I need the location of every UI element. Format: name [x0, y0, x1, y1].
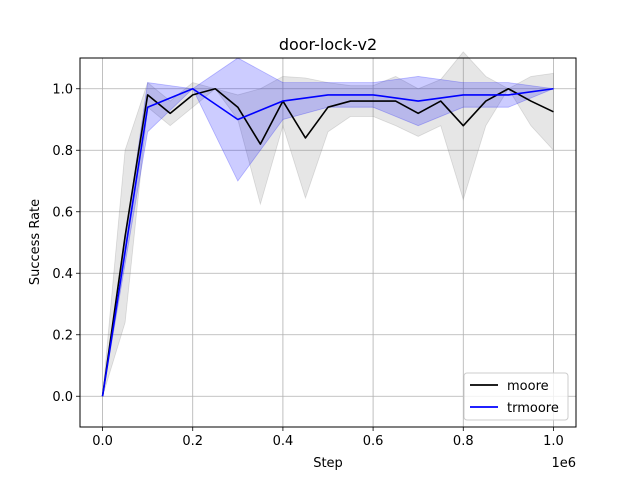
x-tick-label: 0.2 — [182, 434, 203, 449]
x-tick-label: 1.0 — [543, 434, 564, 449]
x-axis-ticks: 0.0 0.2 0.4 0.6 0.8 1.0 — [92, 427, 564, 449]
line-moore — [101, 87, 554, 397]
y-tick-label: 0.6 — [52, 205, 73, 220]
x-axis-offset-label: 1e6 — [551, 456, 576, 471]
x-axis-label: Step — [313, 456, 343, 471]
x-tick-label: 0.4 — [273, 434, 294, 449]
y-tick-label: 0.2 — [52, 328, 73, 343]
x-tick-label: 0.0 — [92, 434, 113, 449]
y-axis-label: Success Rate — [28, 199, 43, 285]
x-tick-label: 0.6 — [363, 434, 384, 449]
y-tick-label: 1.0 — [52, 82, 73, 97]
legend-label-moore: moore — [507, 379, 549, 394]
y-tick-label: 0.4 — [52, 267, 73, 282]
x-tick-label: 0.8 — [453, 434, 474, 449]
y-tick-label: 0.0 — [52, 390, 73, 405]
plot-area — [80, 58, 576, 427]
y-axis-ticks: 0.0 0.2 0.4 0.6 0.8 1.0 — [52, 82, 80, 405]
plot-frame — [79, 57, 577, 428]
series-lines — [101, 87, 554, 397]
y-tick-label: 0.8 — [52, 144, 73, 159]
legend-label-trmoore: trmoore — [507, 401, 559, 416]
line-trmoore — [101, 87, 554, 397]
legend: moore trmoore — [463, 372, 569, 421]
chart-title: door-lock-v2 — [279, 35, 377, 54]
